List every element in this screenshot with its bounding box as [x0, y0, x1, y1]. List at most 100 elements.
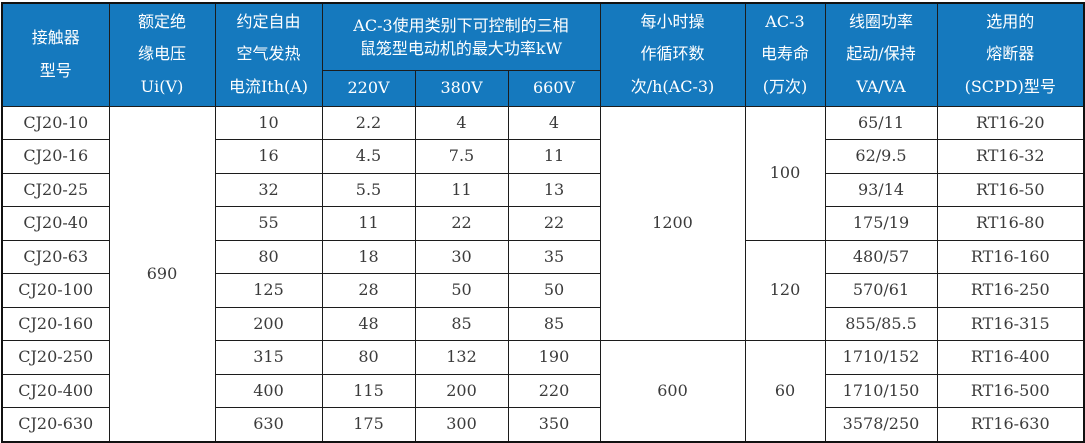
table-row: CJ20-630 630 175 300 350 3578/250 RT16-6… — [1, 407, 1085, 442]
table-body: CJ20-10 690 10 2.2 4 4 1200 100 65/11 RT… — [1, 105, 1085, 442]
cell-ith: 10 — [214, 105, 323, 140]
cell-fuse: RT16-50 — [936, 172, 1085, 207]
header-insulation-voltage: 额定绝 缘电压 Ui(V) — [108, 2, 216, 107]
cell-kw660: 35 — [507, 239, 601, 274]
cell-kw220: 11 — [321, 206, 416, 241]
cell-ith: 315 — [214, 340, 323, 375]
cell-kw220: 80 — [321, 340, 416, 375]
cell-life: 120 — [744, 239, 826, 341]
cell-kw660: 11 — [507, 139, 601, 174]
cell-kw660: 50 — [507, 273, 601, 308]
cell-fuse: RT16-315 — [936, 306, 1085, 341]
cell-kw380: 300 — [414, 407, 509, 442]
header-fuse: 选用的 熔断器 (SCPD)型号 — [936, 2, 1085, 107]
cell-kw660: 4 — [507, 105, 601, 140]
cell-model: CJ20-400 — [1, 373, 110, 408]
cell-fuse: RT16-160 — [936, 239, 1085, 274]
cell-coil: 3578/250 — [824, 407, 938, 442]
cell-fuse: RT16-20 — [936, 105, 1085, 140]
cell-coil: 570/61 — [824, 273, 938, 308]
cell-kw220: 5.5 — [321, 172, 416, 207]
header-380v: 380V — [414, 69, 509, 107]
header-model: 接触器 型号 — [1, 2, 110, 107]
cell-kw220: 2.2 — [321, 105, 416, 140]
cell-ith: 630 — [214, 407, 323, 442]
cell-kw660: 350 — [507, 407, 601, 442]
header-electrical-life: AC-3 电寿命 (万次) — [744, 2, 826, 107]
header-coil-power: 线圈功率 起动/保持 VA/VA — [824, 2, 938, 107]
header-thermal-current: 约定自由 空气发热 电流Ith(A) — [214, 2, 323, 107]
cell-kw380: 22 — [414, 206, 509, 241]
cell-kw380: 7.5 — [414, 139, 509, 174]
table-row: CJ20-100 125 28 50 50 570/61 RT16-250 — [1, 273, 1085, 308]
cell-kw220: 175 — [321, 407, 416, 442]
header-660v: 660V — [507, 69, 601, 107]
cell-fuse: RT16-80 — [936, 206, 1085, 241]
cell-kw380: 50 — [414, 273, 509, 308]
cell-life: 100 — [744, 105, 826, 241]
cell-kw380: 85 — [414, 306, 509, 341]
cell-kw660: 220 — [507, 373, 601, 408]
cell-insulation-voltage: 690 — [108, 105, 216, 442]
cell-fuse: RT16-500 — [936, 373, 1085, 408]
cell-kw660: 85 — [507, 306, 601, 341]
cell-ith: 200 — [214, 306, 323, 341]
table-row: CJ20-63 80 18 30 35 120 480/57 RT16-160 — [1, 239, 1085, 341]
table-row: CJ20-25 32 5.5 11 13 93/14 RT16-50 — [1, 172, 1085, 207]
cell-coil: 1710/152 — [824, 340, 938, 375]
header-220v: 220V — [321, 69, 416, 107]
cell-coil: 65/11 — [824, 105, 938, 140]
cell-fuse: RT16-250 — [936, 273, 1085, 308]
cell-kw660: 190 — [507, 340, 601, 375]
cell-ith: 125 — [214, 273, 323, 308]
cell-ith: 16 — [214, 139, 323, 174]
cell-kw220: 18 — [321, 239, 416, 274]
cell-fuse: RT16-630 — [936, 407, 1085, 442]
cell-model: CJ20-10 — [1, 105, 110, 140]
cell-kw380: 30 — [414, 239, 509, 274]
cell-kw660: 22 — [507, 206, 601, 241]
cell-fuse: RT16-32 — [936, 139, 1085, 174]
cell-kw220: 115 — [321, 373, 416, 408]
cell-model: CJ20-63 — [1, 239, 110, 274]
cell-kw380: 200 — [414, 373, 509, 408]
cell-cycles: 1200 — [599, 105, 746, 341]
table-row: CJ20-40 55 11 22 22 175/19 RT16-80 — [1, 206, 1085, 241]
cell-ith: 80 — [214, 239, 323, 274]
cell-ith: 400 — [214, 373, 323, 408]
cell-coil: 175/19 — [824, 206, 938, 241]
table-header: 接触器 型号 额定绝 缘电压 Ui(V) 约定自由 空气发热 电流Ith(A) … — [1, 2, 1085, 107]
table-row: CJ20-400 400 115 200 220 1710/150 RT16-5… — [1, 373, 1085, 408]
cell-model: CJ20-16 — [1, 139, 110, 174]
header-ac3-power-group: AC-3使用类别下可控制的三相 鼠笼型电动机的最大功率kW — [321, 2, 601, 71]
cell-model: CJ20-630 — [1, 407, 110, 442]
table-row: CJ20-160 200 48 85 85 855/85.5 RT16-315 — [1, 306, 1085, 341]
header-cycles-per-hour: 每小时操 作循环数 次/h(AC-3) — [599, 2, 746, 107]
cell-model: CJ20-160 — [1, 306, 110, 341]
cell-ith: 55 — [214, 206, 323, 241]
cell-fuse: RT16-400 — [936, 340, 1085, 375]
table-row: CJ20-16 16 4.5 7.5 11 62/9.5 RT16-32 — [1, 139, 1085, 174]
cell-model: CJ20-25 — [1, 172, 110, 207]
cell-ith: 32 — [214, 172, 323, 207]
cell-coil: 855/85.5 — [824, 306, 938, 341]
cell-cycles: 600 — [599, 340, 746, 442]
table-row: CJ20-10 690 10 2.2 4 4 1200 100 65/11 RT… — [1, 105, 1085, 442]
cell-kw220: 48 — [321, 306, 416, 341]
cell-kw220: 28 — [321, 273, 416, 308]
cell-model: CJ20-100 — [1, 273, 110, 308]
cell-model: CJ20-40 — [1, 206, 110, 241]
cell-kw220: 4.5 — [321, 139, 416, 174]
cell-coil: 480/57 — [824, 239, 938, 274]
cell-coil: 62/9.5 — [824, 139, 938, 174]
cell-kw380: 4 — [414, 105, 509, 140]
cell-coil: 93/14 — [824, 172, 938, 207]
cell-model: CJ20-250 — [1, 340, 110, 375]
cell-kw380: 132 — [414, 340, 509, 375]
cell-life: 60 — [744, 340, 826, 442]
cell-coil: 1710/150 — [824, 373, 938, 408]
table-row: CJ20-250 315 80 132 190 600 60 1710/152 … — [1, 340, 1085, 442]
cell-kw660: 13 — [507, 172, 601, 207]
cell-kw380: 11 — [414, 172, 509, 207]
